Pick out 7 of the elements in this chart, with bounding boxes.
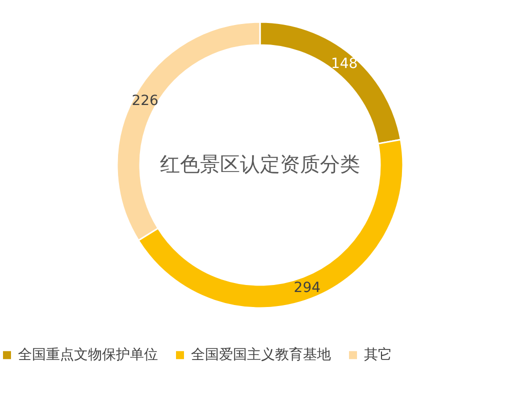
data-label: 226	[132, 93, 159, 110]
legend-label: 全国重点文物保护单位	[18, 347, 158, 364]
legend-label: 全国爱国主义教育基地	[191, 346, 331, 364]
text: 红色景区认定资质分类	[160, 152, 360, 176]
data-label: 294	[294, 280, 321, 296]
legend-label: 其它	[364, 347, 392, 364]
data-label: 148	[330, 56, 358, 72]
